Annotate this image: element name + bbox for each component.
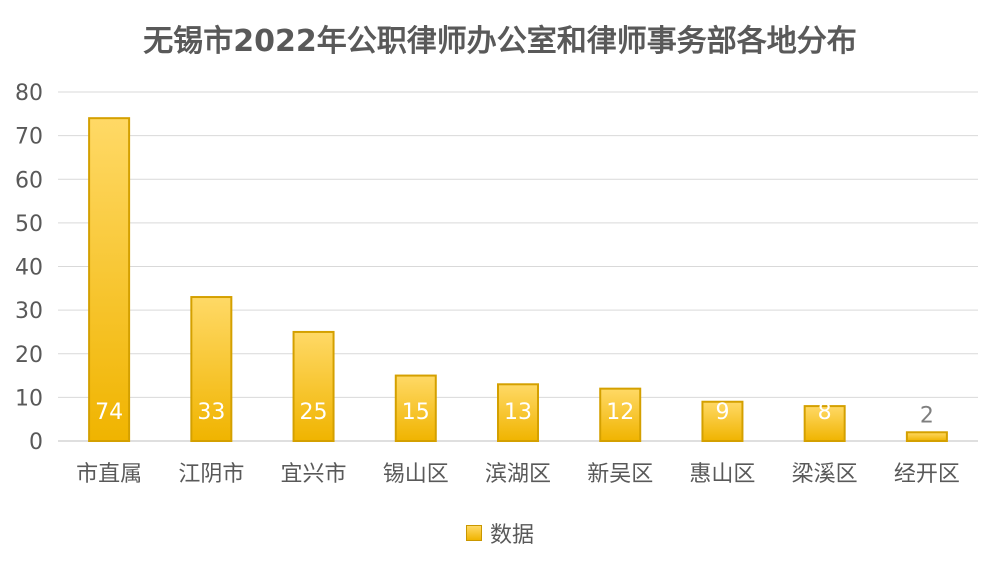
x-tick-label: 滨湖区 xyxy=(485,462,551,487)
x-tick-label: 梁溪区 xyxy=(792,462,858,487)
y-tick-label: 50 xyxy=(15,212,43,237)
bar xyxy=(292,330,335,442)
chart-title: 无锡市2022年公职律师办公室和律师事务部各地分布 xyxy=(143,24,857,59)
y-tick-label: 40 xyxy=(15,256,43,281)
y-tick-label: 70 xyxy=(15,125,43,150)
bar xyxy=(599,387,642,442)
y-tick-label: 30 xyxy=(15,299,43,324)
x-tick-label: 市直属 xyxy=(76,462,142,487)
data-label: 13 xyxy=(504,400,532,425)
data-label: 33 xyxy=(197,400,225,425)
legend-swatch xyxy=(465,525,482,541)
x-tick-label: 宜兴市 xyxy=(281,462,347,487)
y-tick-label: 20 xyxy=(15,343,43,368)
data-label: 12 xyxy=(606,400,634,425)
bar xyxy=(394,374,437,442)
legend: 数据 xyxy=(0,517,1000,549)
x-tick-label: 经开区 xyxy=(894,462,960,487)
bar xyxy=(190,296,233,442)
x-tick-label: 锡山区 xyxy=(383,462,449,487)
x-tick-label: 惠山区 xyxy=(689,462,755,487)
y-tick-label: 0 xyxy=(29,430,43,455)
bar xyxy=(88,117,131,443)
bar xyxy=(701,400,744,442)
data-label: 25 xyxy=(300,400,328,425)
bar xyxy=(497,383,539,443)
data-label: 15 xyxy=(402,400,430,425)
data-label: 8 xyxy=(818,400,832,425)
bar xyxy=(905,431,948,442)
x-tick-label: 江阴市 xyxy=(178,462,244,487)
y-tick-label: 80 xyxy=(15,81,43,106)
data-label: 74 xyxy=(95,400,123,425)
legend-label: 数据 xyxy=(489,523,534,548)
data-label: 9 xyxy=(715,400,729,425)
x-tick-label: 新吴区 xyxy=(587,462,653,487)
y-tick-label: 60 xyxy=(15,168,43,193)
data-label: 2 xyxy=(920,403,934,428)
y-tick-label: 10 xyxy=(15,386,43,411)
bar xyxy=(803,405,846,443)
